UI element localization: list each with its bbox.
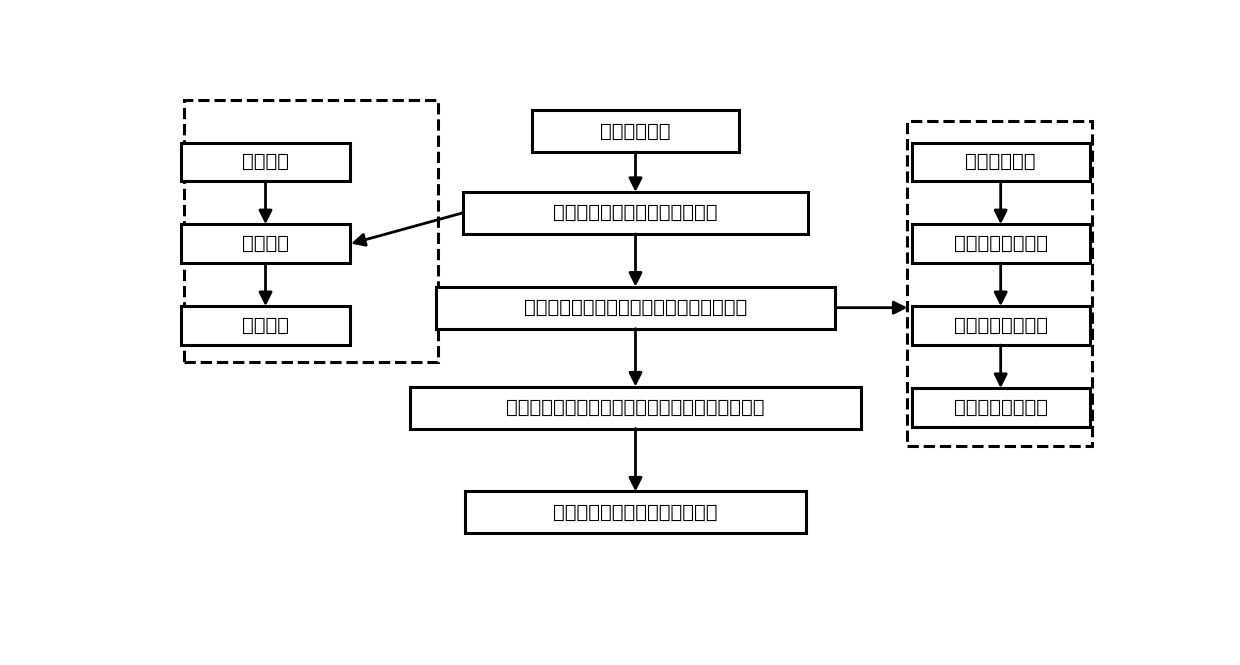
Text: 概率近似: 概率近似 xyxy=(242,316,289,335)
Bar xyxy=(908,121,1092,446)
Bar xyxy=(465,491,806,533)
Bar xyxy=(911,388,1090,427)
Bar xyxy=(911,225,1090,263)
Text: 获取基础数据: 获取基础数据 xyxy=(600,122,671,140)
Text: 栅格划分: 栅格划分 xyxy=(242,234,289,253)
Bar xyxy=(532,110,739,152)
Text: 计算横向到达概率: 计算横向到达概率 xyxy=(954,398,1048,417)
Text: 建立到达概率模型并将计算结果赋值给栅格: 建立到达概率模型并将计算结果赋值给栅格 xyxy=(523,298,748,317)
Bar xyxy=(911,142,1090,181)
Bar xyxy=(181,225,350,263)
Text: 计算车辆到达概率: 计算车辆到达概率 xyxy=(954,316,1048,335)
Text: 路口建系: 路口建系 xyxy=(242,152,289,171)
Text: 确定车辆轨迹: 确定车辆轨迹 xyxy=(966,152,1035,171)
Bar xyxy=(436,287,835,329)
Bar xyxy=(911,307,1090,344)
Bar xyxy=(184,100,439,362)
Text: 计算纵向到达概率: 计算纵向到达概率 xyxy=(954,234,1048,253)
Bar xyxy=(463,192,808,234)
Text: 根据交叉口几何条件建立坐标系: 根据交叉口几何条件建立坐标系 xyxy=(553,203,718,222)
Bar xyxy=(409,386,862,428)
Text: 分析相位切换时冲突率变化，建立冲突率计算模型: 分析相位切换时冲突率变化，建立冲突率计算模型 xyxy=(506,398,765,417)
Bar xyxy=(181,307,350,344)
Text: 输出计算结果并重新赋值给栅格: 输出计算结果并重新赋值给栅格 xyxy=(553,503,718,522)
Bar xyxy=(181,142,350,181)
